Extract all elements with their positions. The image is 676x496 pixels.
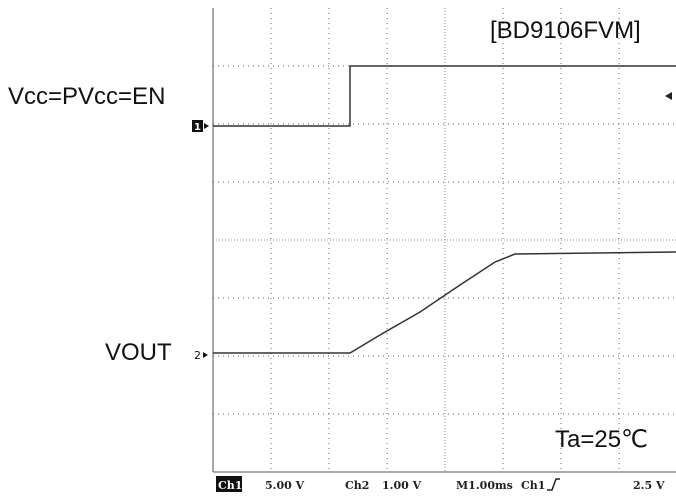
ch1-arrow	[204, 123, 209, 129]
trigger-marker	[665, 92, 672, 100]
status-timebase: M1.00ms	[456, 479, 513, 492]
status-bar: Ch1 5.00 V Ch2 1.00 V M1.00ms Ch1 2.5 V	[216, 476, 665, 492]
status-trigger-level: 2.5 V	[633, 479, 665, 492]
status-ch2-scale: 1.00 V	[382, 479, 422, 492]
ch1-label: Vcc=PVcc=EN	[8, 83, 165, 110]
ch1-trace	[213, 65, 676, 127]
status-trigger-source: Ch1	[521, 479, 545, 492]
ch2-marker: 2	[194, 349, 201, 362]
ch1-marker: 1	[194, 122, 201, 133]
trigger-slope	[547, 478, 560, 491]
ch2-trace	[213, 251, 676, 354]
status-ch1-scale: 5.00 V	[265, 479, 305, 492]
ch2-label: VOUT	[105, 339, 172, 366]
status-ch1: Ch1	[218, 479, 242, 492]
device-title: [BD9106FVM]	[490, 17, 641, 44]
ch1-marker-box	[192, 120, 203, 132]
temperature-note: Ta=25℃	[555, 426, 648, 453]
status-ch2: Ch2	[345, 479, 369, 492]
ch1-badge	[216, 476, 242, 492]
ch2-arrow	[203, 352, 208, 358]
